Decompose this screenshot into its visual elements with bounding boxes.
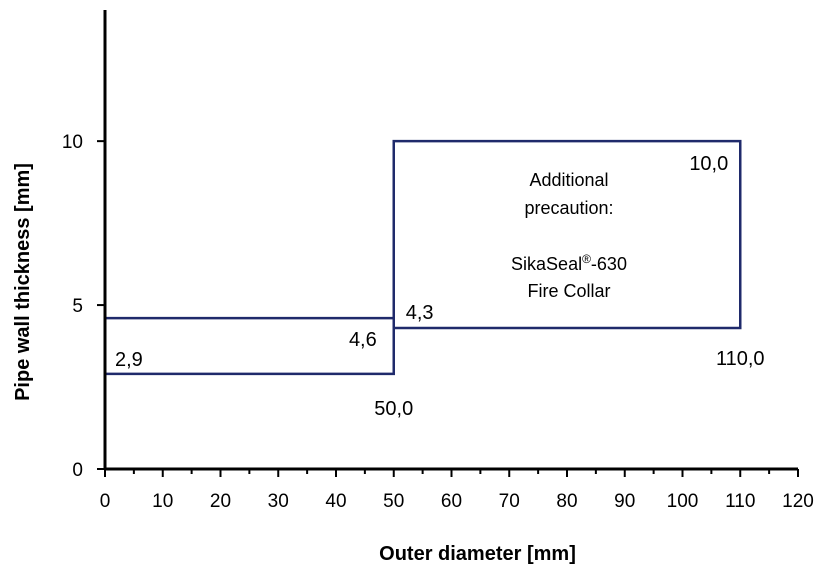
labels-layer: 2,9 4,6 50,0 4,3 10,0 110,0 bbox=[115, 153, 765, 420]
x-tick-label: 80 bbox=[556, 491, 577, 512]
ticks-layer: 0 10 20 30 40 50 60 70 80 90 100 110 120 0 5 10 bbox=[62, 132, 814, 512]
x-tick-label: 40 bbox=[325, 491, 346, 512]
x-tick-label: 110 bbox=[725, 491, 755, 512]
x-tick-label: 10 bbox=[152, 491, 173, 512]
y-tick-label: 10 bbox=[62, 132, 83, 153]
annotation-line-fire-collar: Fire Collar bbox=[527, 281, 610, 301]
annotation-product-brand: SikaSeal bbox=[511, 254, 582, 274]
y-axis-title: Pipe wall thickness [mm] bbox=[12, 163, 34, 401]
x-axis-title: Outer diameter [mm] bbox=[379, 543, 576, 565]
x-tick-label: 0 bbox=[100, 491, 111, 512]
data-label: 50,0 bbox=[374, 398, 413, 420]
x-tick-label: 70 bbox=[499, 491, 520, 512]
annotation-line-2: precaution: bbox=[524, 198, 613, 218]
series-line-1 bbox=[105, 316, 395, 376]
data-label: 4,6 bbox=[349, 329, 377, 351]
annotation-product-name: SikaSeal®-630 bbox=[511, 252, 627, 274]
x-tick-label: 50 bbox=[383, 491, 404, 512]
x-tick-label: 90 bbox=[614, 491, 635, 512]
y-tick-label: 5 bbox=[72, 296, 83, 317]
x-tick-label: 120 bbox=[782, 491, 814, 512]
axes-layer bbox=[103, 10, 798, 471]
x-tick-label: 20 bbox=[210, 491, 231, 512]
data-label: 4,3 bbox=[406, 302, 434, 324]
series-layer bbox=[105, 139, 742, 376]
series-line-2 bbox=[392, 139, 742, 330]
data-label: 2,9 bbox=[115, 349, 143, 371]
data-label: 10,0 bbox=[689, 153, 728, 175]
data-label: 110,0 bbox=[716, 348, 765, 370]
y-tick-label: 0 bbox=[72, 460, 83, 481]
registered-mark: ® bbox=[582, 252, 591, 266]
x-tick-label: 60 bbox=[441, 491, 462, 512]
x-tick-label: 30 bbox=[268, 491, 289, 512]
x-tick-label: 100 bbox=[667, 491, 699, 512]
annotation-line-1: Additional bbox=[529, 170, 608, 190]
annotation-product-model: -630 bbox=[591, 254, 627, 274]
annotation-box-text: Additional precaution: SikaSeal®-630 Fir… bbox=[511, 170, 627, 301]
